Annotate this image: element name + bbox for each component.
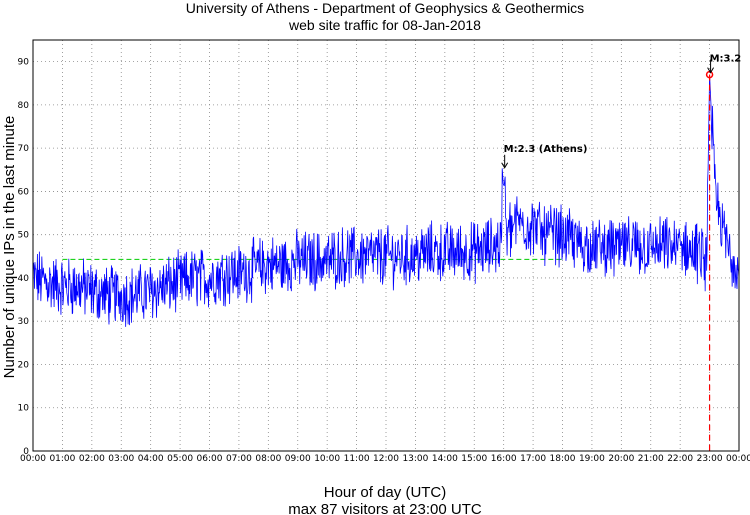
y-tick-label: 20 bbox=[18, 360, 30, 370]
annotation-label: M:3.2 bbox=[710, 54, 742, 65]
x-tick-label: 07:00 bbox=[226, 454, 252, 464]
x-tick-label: 04:00 bbox=[138, 454, 164, 464]
y-tick-label: 0 bbox=[23, 447, 29, 457]
annotations: M:2.3 (Athens) M:3.2 bbox=[501, 54, 742, 169]
x-tick-label: 22:00 bbox=[667, 454, 693, 464]
x-tick-label: 13:00 bbox=[402, 454, 428, 464]
grid bbox=[32, 40, 740, 452]
x-tick-label: 08:00 bbox=[255, 454, 281, 464]
x-tick-label: 09:00 bbox=[285, 454, 311, 464]
x-tick-label: 10:00 bbox=[314, 454, 340, 464]
x-tick-label: 06:00 bbox=[197, 454, 223, 464]
x-tick-label: 17:00 bbox=[520, 454, 546, 464]
y-tick-label: 80 bbox=[18, 101, 30, 111]
x-tick-label: 15:00 bbox=[461, 454, 487, 464]
y-tick-label: 10 bbox=[18, 404, 30, 414]
x-tick-label: 02:00 bbox=[79, 454, 105, 464]
x-tick-label: 00:00 bbox=[726, 454, 750, 464]
y-tick-label: 70 bbox=[18, 144, 30, 154]
x-tick-label: 19:00 bbox=[579, 454, 605, 464]
series-line bbox=[32, 74, 740, 327]
x-tick-label: 12:00 bbox=[373, 454, 399, 464]
y-tick-label: 60 bbox=[18, 187, 30, 197]
y-tick-label: 30 bbox=[18, 317, 30, 327]
chart-title: University of Athens - Department of Geo… bbox=[186, 0, 584, 16]
x-tick-label: 11:00 bbox=[344, 454, 370, 464]
y-axis-label: Number of unique IPs in the last minute bbox=[1, 116, 18, 379]
y-tick-label: 40 bbox=[18, 274, 30, 284]
x-tick-label: 21:00 bbox=[638, 454, 664, 464]
annotation-arrowhead bbox=[501, 162, 509, 169]
x-tick-labels: 00:00 01:00 02:00 03:00 04:00 05:00 06:00 07:00… bbox=[20, 454, 750, 464]
annotation-arrowhead bbox=[707, 67, 715, 74]
x-tick-label: 18:00 bbox=[550, 454, 576, 464]
x-axis-label: Hour of day (UTC) bbox=[324, 484, 447, 501]
x-tick-label: 00:00 bbox=[20, 454, 46, 464]
x-tick-label: 01:00 bbox=[49, 454, 75, 464]
x-tick-label: 05:00 bbox=[167, 454, 193, 464]
x-tick-label: 20:00 bbox=[608, 454, 634, 464]
annotation-label: M:2.3 (Athens) bbox=[504, 144, 588, 155]
plot-frame bbox=[32, 39, 740, 452]
y-tick-labels: 0 10 20 30 40 50 60 70 80 90 bbox=[18, 58, 30, 457]
footer-note: max 87 visitors at 23:00 UTC bbox=[288, 501, 482, 515]
x-tick-label: 14:00 bbox=[432, 454, 458, 464]
x-tick-label: 03:00 bbox=[108, 454, 134, 464]
y-tick-label: 50 bbox=[18, 231, 30, 241]
chart-subtitle: web site traffic for 08-Jan-2018 bbox=[288, 17, 481, 33]
x-tick-label: 16:00 bbox=[491, 454, 517, 464]
x-tick-label: 23:00 bbox=[697, 454, 723, 464]
y-tick-label: 90 bbox=[18, 58, 30, 68]
